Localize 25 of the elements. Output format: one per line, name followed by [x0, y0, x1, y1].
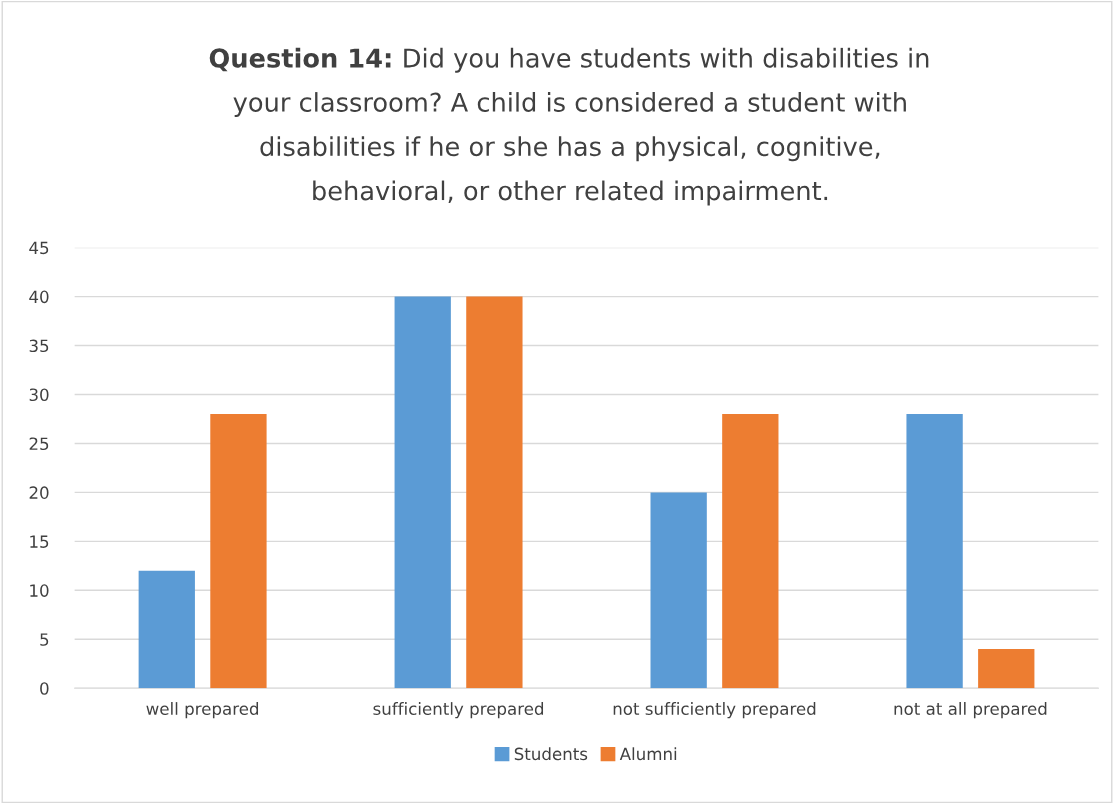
bar — [138, 570, 195, 689]
bar — [210, 414, 267, 689]
y-tick-label: 0 — [40, 682, 49, 695]
y-tick-label: 25 — [29, 437, 49, 451]
bar — [394, 296, 451, 689]
y-tick-label: 30 — [29, 388, 49, 402]
x-tick-label: not sufficiently prepared — [613, 702, 816, 719]
bar — [466, 296, 523, 689]
x-tick-label: well prepared — [146, 702, 259, 719]
y-tick-label: 15 — [30, 535, 49, 548]
y-tick-label: 35 — [29, 339, 49, 353]
y-tick-label: 45 — [29, 241, 49, 255]
legend-label: Alumni — [619, 747, 677, 761]
bar — [978, 649, 1035, 689]
x-tick-label: not at all prepared — [894, 702, 1047, 719]
bar — [650, 492, 707, 689]
y-tick-label: 10 — [30, 584, 49, 597]
y-tick-label: 5 — [40, 633, 49, 646]
x-tick-label: sufficiently prepared — [373, 702, 544, 719]
bar — [722, 414, 779, 689]
bar — [906, 414, 963, 689]
y-tick-label: 40 — [29, 290, 49, 304]
y-tick-label: 20 — [29, 486, 49, 499]
legend-label: Students — [514, 747, 588, 761]
chart-title: Question 14: Did you have students with disabilities in your classroom? A child is considered a student with disabilities if he or she has a physical, cognitive, behavioral, or other related impairment. — [209, 47, 929, 206]
